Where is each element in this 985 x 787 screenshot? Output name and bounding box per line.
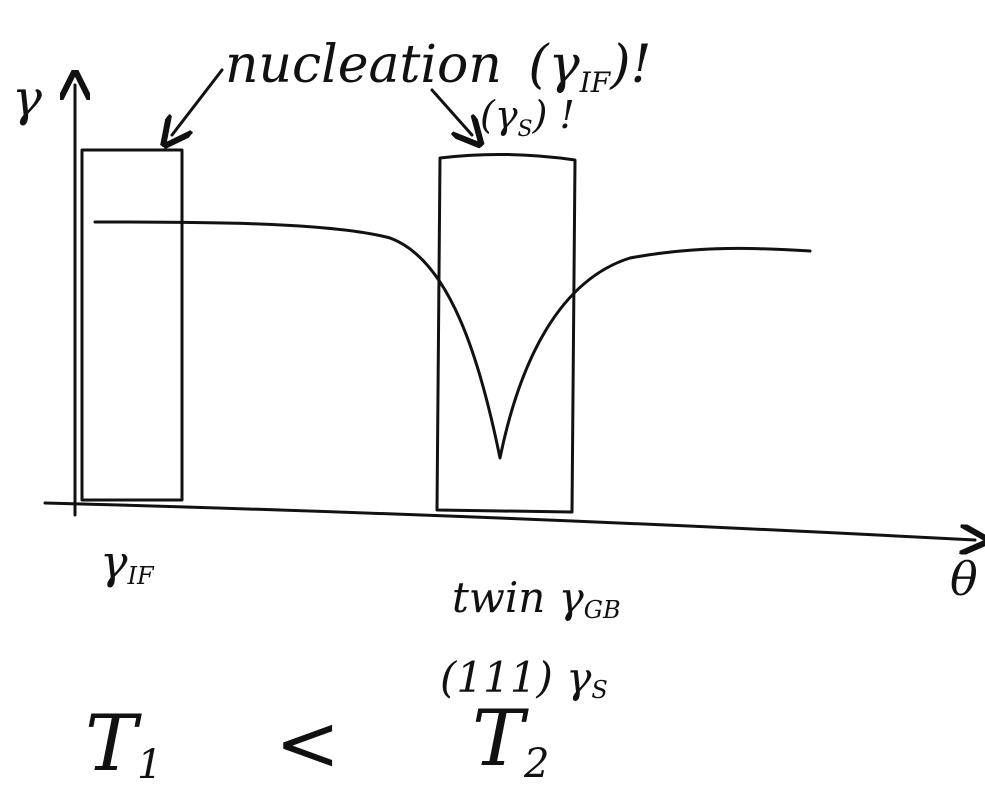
y-axis-label: γ [12, 69, 42, 127]
surface-annotation: (γS) ! [480, 93, 575, 142]
relation-right: T2 [472, 694, 549, 787]
grid-region [437, 154, 575, 512]
relation-left: T1 [85, 699, 162, 787]
x-axis-label: θ [950, 552, 978, 606]
hatched-region [82, 150, 182, 500]
pointer-arrow [432, 90, 472, 135]
nucleation-annotation: nucleation (γIF)! [225, 35, 651, 99]
diagram: nucleation (γIF)! (γS) ! γ θ γIF twin γG… [0, 0, 985, 787]
energy-curve [95, 222, 810, 458]
twin-label: twin γGB [452, 573, 621, 624]
pointer-arrow [172, 70, 222, 135]
relation-operator: < [275, 699, 340, 787]
left-label: γIF [100, 535, 155, 590]
x-axis [45, 503, 975, 540]
